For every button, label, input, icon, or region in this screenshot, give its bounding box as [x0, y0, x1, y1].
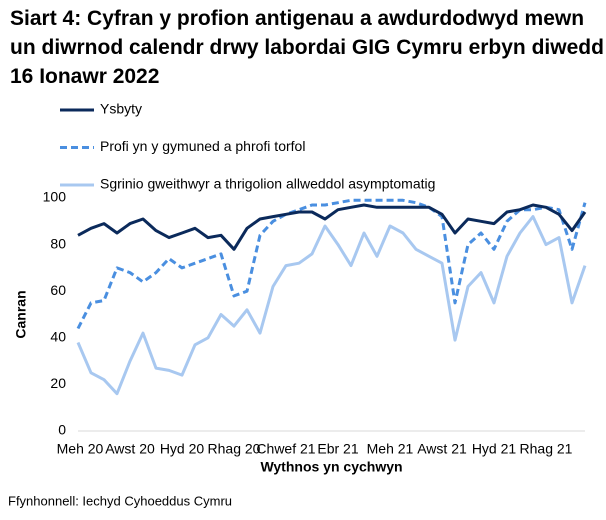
x-tick-label: Awst 21 [417, 441, 467, 457]
x-tick-label: Rhag 20 [208, 441, 261, 457]
x-tick-label: Meh 21 [367, 441, 414, 457]
legend-label: Profi yn y gymuned a phrofi torfol [100, 138, 305, 154]
y-tick-label: 0 [58, 422, 66, 438]
x-tick-label: Hyd 21 [472, 441, 517, 457]
legend-label: Sgrinio gweithwyr a thrigolion allweddol… [100, 176, 435, 192]
chart-title: Siart 4: Cyfran y profion antigenau a aw… [10, 7, 604, 88]
y-tick-label: 20 [50, 375, 66, 391]
x-tick-label: Hyd 20 [160, 441, 205, 457]
x-tick-label: Rhag 21 [520, 441, 573, 457]
y-axis-title: Canran [13, 290, 29, 338]
series-line [76, 198, 587, 330]
x-tick-label: Chwef 21 [256, 441, 315, 457]
y-tick-label: 40 [50, 329, 66, 345]
y-tick-label: 80 [50, 235, 66, 251]
x-tick-label: Ebr 21 [317, 441, 358, 457]
x-tick-label: Awst 20 [105, 441, 155, 457]
series-line [76, 215, 587, 396]
source: Ffynhonnell: Iechyd Cyhoeddus Cymru [8, 493, 232, 508]
series-line [77, 203, 587, 251]
x-axis-title: Wythnos yn cychwyn [260, 459, 402, 475]
y-tick-label: 60 [50, 282, 66, 298]
y-tick-label: 100 [43, 189, 67, 205]
x-tick-label: Meh 20 [57, 441, 104, 457]
legend-label: Ysbyty [100, 101, 142, 117]
